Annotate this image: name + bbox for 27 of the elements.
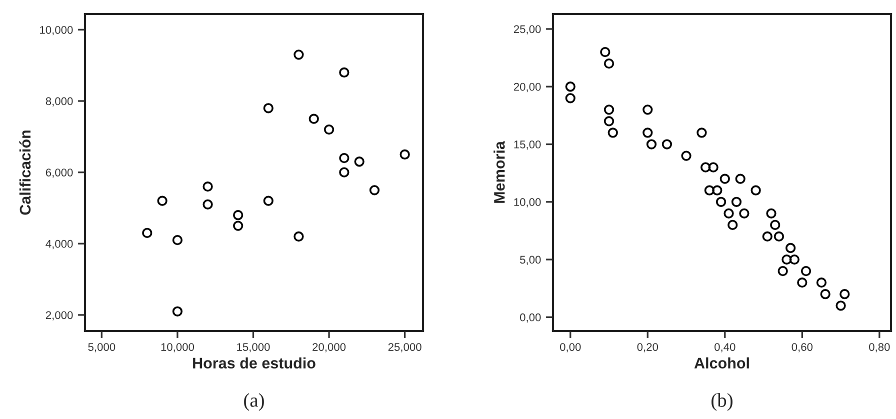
y-tick-label: 4,000 bbox=[46, 240, 73, 250]
x-tick-label: 0,20 bbox=[637, 343, 658, 352]
x-tick-label: 25,000 bbox=[388, 343, 422, 352]
x-tick-label: 20,000 bbox=[312, 343, 346, 352]
y-tick-label: 20,00 bbox=[514, 82, 541, 92]
y-axis-title: Calificación bbox=[19, 130, 31, 215]
text: (b) bbox=[712, 393, 732, 411]
x-tick-label: 0,00 bbox=[560, 343, 581, 352]
x-tick-label: 0,60 bbox=[792, 343, 813, 352]
y-tick-label: 10,00 bbox=[514, 198, 541, 208]
x-tick-label: 15,000 bbox=[237, 343, 270, 352]
x-axis-title: Horas de estudio bbox=[193, 357, 316, 369]
x-tick-label: 5,000 bbox=[88, 343, 116, 352]
y-tick-label: 15,00 bbox=[514, 140, 541, 150]
y-tick-label: 10,000 bbox=[40, 26, 73, 36]
y-tick-label: 0,00 bbox=[520, 313, 541, 323]
y-axis-title: Memoria bbox=[494, 140, 505, 203]
x-tick-label: 0,40 bbox=[714, 343, 736, 352]
y-tick-label: 25,00 bbox=[514, 25, 541, 34]
y-tick-label: 6,000 bbox=[46, 168, 73, 178]
x-tick-label: 10,000 bbox=[161, 343, 194, 352]
y-tick-label: 8,000 bbox=[46, 97, 73, 106]
text: (a) bbox=[244, 393, 264, 411]
x-axis-title: Alcohol bbox=[694, 357, 749, 369]
y-tick-label: 2,000 bbox=[46, 311, 73, 320]
x-tick-label: 0,80 bbox=[869, 343, 890, 352]
y-tick-label: 5,00 bbox=[520, 256, 541, 265]
